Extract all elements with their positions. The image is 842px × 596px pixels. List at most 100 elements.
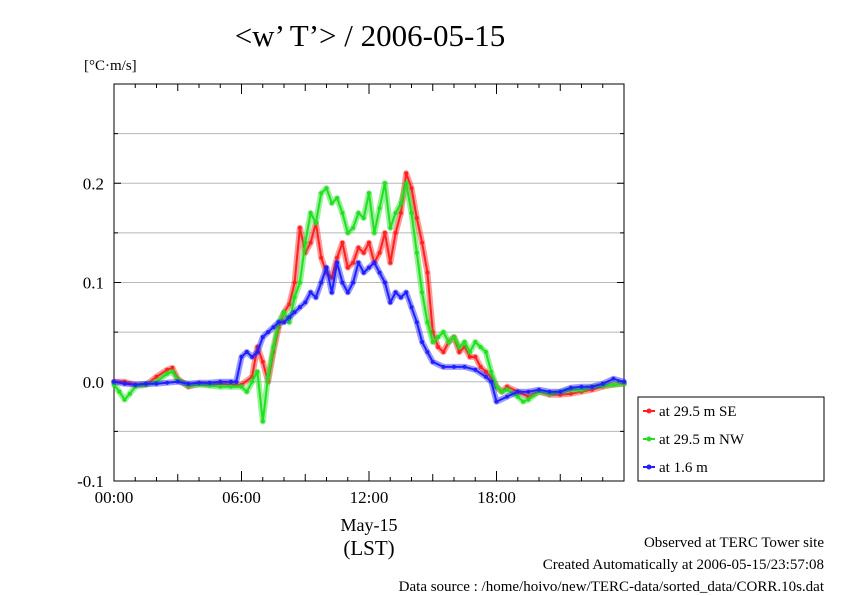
data-point <box>600 381 605 386</box>
data-point <box>122 381 127 386</box>
data-point <box>489 379 494 384</box>
data-point <box>420 290 425 295</box>
data-point <box>483 374 488 379</box>
data-point <box>409 186 414 191</box>
y-tick-label: 0.0 <box>83 373 104 392</box>
data-point <box>303 240 308 245</box>
data-point <box>340 211 345 215</box>
data-point <box>329 201 334 206</box>
legend-marker <box>646 464 652 470</box>
data-point <box>154 381 159 386</box>
legend-label: at 1.6 m <box>659 460 708 476</box>
data-point <box>404 181 409 186</box>
data-point <box>430 330 435 335</box>
data-point <box>324 186 329 191</box>
data-point <box>244 350 249 354</box>
data-point <box>165 367 170 372</box>
data-point <box>579 387 584 392</box>
data-point <box>313 220 318 225</box>
data-point <box>473 354 478 359</box>
data-point <box>483 350 488 354</box>
data-point <box>345 230 350 235</box>
data-point <box>250 379 255 384</box>
x-axis-label: May-15 <box>341 515 398 535</box>
data-point <box>292 280 297 285</box>
data-point <box>441 330 446 335</box>
y-tick-label: 0.2 <box>83 174 104 193</box>
y-tick-label: -0.1 <box>77 472 104 491</box>
data-point <box>271 325 276 330</box>
data-point <box>287 320 292 325</box>
data-point <box>388 225 393 230</box>
creation-timestamp-note: Created Automatically at 2006-05-15/23:5… <box>542 557 824 573</box>
data-point <box>499 389 504 394</box>
data-point <box>228 379 233 384</box>
data-point <box>388 300 393 305</box>
data-point <box>505 387 510 392</box>
data-point <box>197 380 201 385</box>
data-point <box>372 260 377 265</box>
data-point <box>260 419 265 424</box>
data-point <box>568 385 573 390</box>
data-point <box>361 270 366 275</box>
data-point <box>345 265 350 270</box>
data-point <box>478 345 483 349</box>
data-point <box>526 389 531 394</box>
data-point <box>446 340 451 344</box>
data-point <box>329 275 334 280</box>
data-point <box>356 260 361 265</box>
data-point <box>425 320 430 325</box>
data-point <box>361 216 366 220</box>
data-point <box>319 191 324 196</box>
data-point <box>367 265 371 270</box>
data-point <box>260 335 265 340</box>
data-point <box>287 302 292 307</box>
data-point <box>398 295 403 300</box>
data-point <box>112 382 116 387</box>
data-point <box>404 171 409 176</box>
data-point <box>297 225 302 230</box>
data-point <box>260 359 265 364</box>
data-point <box>537 387 541 392</box>
data-point <box>441 364 446 369</box>
data-point <box>590 384 595 389</box>
data-point <box>452 335 456 340</box>
x-tick-label: 12:00 <box>350 488 389 507</box>
data-point <box>340 240 345 245</box>
data-point <box>420 340 425 344</box>
data-point <box>361 250 366 255</box>
data-point <box>568 391 573 396</box>
observation-site-note: Observed at TERC Tower site <box>643 535 824 551</box>
axis-ticks: -0.1 0.0 0.1 0.2 00:00 06:00 12:00 18:00 <box>77 84 625 507</box>
data-point <box>112 379 116 384</box>
data-point <box>483 369 488 374</box>
data-point <box>590 387 595 392</box>
data-point <box>425 270 430 275</box>
y-tick-label: 0.1 <box>83 274 104 293</box>
data-point <box>430 359 435 364</box>
data-point <box>414 320 419 325</box>
x-tick-label: 18:00 <box>477 488 516 507</box>
data-point <box>457 350 462 354</box>
data-point <box>313 295 318 300</box>
x-tick-label: 06:00 <box>222 488 261 507</box>
data-point <box>255 350 260 354</box>
data-point <box>367 191 371 196</box>
data-point <box>335 260 340 265</box>
data-point <box>414 216 419 220</box>
legend: at 29.5 m SE at 29.5 m NW at 1.6 m <box>643 404 745 476</box>
data-point <box>239 384 244 389</box>
data-point <box>303 300 308 305</box>
data-point <box>404 290 409 295</box>
data-point <box>165 371 170 376</box>
data-point <box>276 320 281 325</box>
data-point <box>122 397 127 402</box>
data-point <box>489 369 494 374</box>
data-point <box>266 330 271 335</box>
chart-title: <w’ T’> / 2006-05-15 <box>235 18 506 53</box>
data-point <box>398 201 403 206</box>
data-point <box>462 340 467 344</box>
data-point <box>388 260 393 265</box>
data-point <box>297 280 302 285</box>
